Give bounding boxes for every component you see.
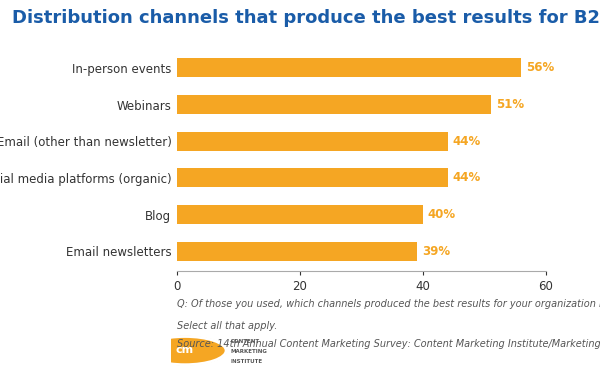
Text: MARKETING: MARKETING — [230, 349, 267, 354]
Text: 56%: 56% — [526, 61, 554, 74]
Bar — [177, 242, 417, 261]
Text: Q: Of those you used, which channels produced the best results for your organiza: Q: Of those you used, which channels pro… — [177, 299, 600, 309]
Text: Select all that apply.: Select all that apply. — [177, 321, 277, 331]
Text: 39%: 39% — [422, 245, 450, 258]
Text: Source: 14th Annual Content Marketing Survey: Content Marketing Institute/Market: Source: 14th Annual Content Marketing Su… — [177, 339, 600, 349]
Circle shape — [144, 336, 226, 365]
Text: CONTENT: CONTENT — [230, 339, 260, 344]
Bar — [177, 168, 448, 187]
Bar — [177, 58, 521, 78]
Text: Distribution channels that produce the best results for B2B marketers: Distribution channels that produce the b… — [12, 9, 600, 27]
Text: 40%: 40% — [428, 208, 456, 221]
Text: 51%: 51% — [496, 98, 524, 111]
Text: 44%: 44% — [452, 135, 481, 148]
Bar — [177, 132, 448, 151]
Bar — [177, 95, 491, 114]
Text: INSTITUTE: INSTITUTE — [230, 359, 263, 364]
Bar — [177, 205, 423, 224]
Text: 44%: 44% — [452, 171, 481, 184]
Text: cm: cm — [176, 345, 194, 355]
